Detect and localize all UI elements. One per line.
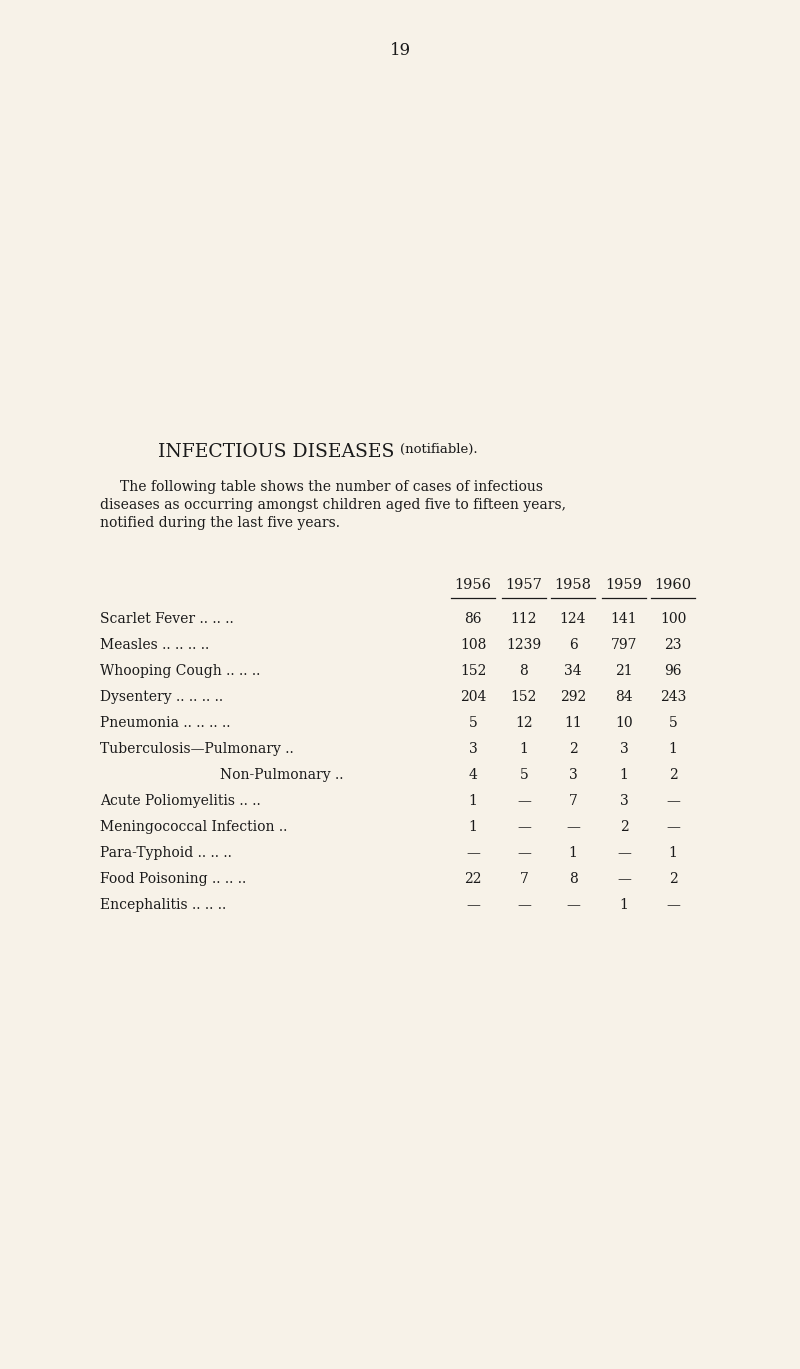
Text: 19: 19	[390, 42, 410, 59]
Text: —: —	[566, 820, 580, 834]
Text: 292: 292	[560, 690, 586, 704]
Text: Non-Pulmonary ..: Non-Pulmonary ..	[220, 768, 343, 782]
Text: —: —	[517, 846, 531, 860]
Text: Whooping Cough .. .. ..: Whooping Cough .. .. ..	[100, 664, 260, 678]
Text: 8: 8	[520, 664, 528, 678]
Text: 100: 100	[660, 612, 686, 626]
Text: 2: 2	[620, 820, 628, 834]
Text: 124: 124	[560, 612, 586, 626]
Text: 112: 112	[510, 612, 538, 626]
Text: 5: 5	[469, 716, 478, 730]
Text: 2: 2	[669, 768, 678, 782]
Text: 1: 1	[619, 898, 629, 912]
Text: 2: 2	[669, 872, 678, 886]
Text: 34: 34	[564, 664, 582, 678]
Text: 5: 5	[520, 768, 528, 782]
Text: 108: 108	[460, 638, 486, 652]
Text: 1960: 1960	[654, 578, 691, 591]
Text: 1: 1	[619, 768, 629, 782]
Text: INFECTIOUS DISEASES: INFECTIOUS DISEASES	[158, 444, 400, 461]
Text: 21: 21	[615, 664, 633, 678]
Text: 3: 3	[569, 768, 578, 782]
Text: Dysentery .. .. .. ..: Dysentery .. .. .. ..	[100, 690, 223, 704]
Text: —: —	[517, 820, 531, 834]
Text: 1959: 1959	[606, 578, 642, 591]
Text: 141: 141	[610, 612, 638, 626]
Text: The following table shows the number of cases of infectious: The following table shows the number of …	[120, 481, 543, 494]
Text: 1956: 1956	[454, 578, 491, 591]
Text: 1: 1	[519, 742, 529, 756]
Text: Scarlet Fever .. .. ..: Scarlet Fever .. .. ..	[100, 612, 234, 626]
Text: —: —	[666, 794, 680, 808]
Text: 152: 152	[511, 690, 537, 704]
Text: 243: 243	[660, 690, 686, 704]
Text: 3: 3	[620, 742, 628, 756]
Text: —: —	[466, 898, 480, 912]
Text: —: —	[666, 898, 680, 912]
Text: —: —	[666, 820, 680, 834]
Text: 86: 86	[464, 612, 482, 626]
Text: 3: 3	[620, 794, 628, 808]
Text: 8: 8	[569, 872, 578, 886]
Text: 1: 1	[469, 794, 478, 808]
Text: 4: 4	[469, 768, 478, 782]
Text: (notifiable).: (notifiable).	[400, 444, 478, 456]
Text: 10: 10	[615, 716, 633, 730]
Text: 1: 1	[669, 846, 678, 860]
Text: 23: 23	[664, 638, 682, 652]
Text: Acute Poliomyelitis .. ..: Acute Poliomyelitis .. ..	[100, 794, 261, 808]
Text: —: —	[617, 872, 631, 886]
Text: 22: 22	[464, 872, 482, 886]
Text: 152: 152	[460, 664, 486, 678]
Text: 6: 6	[569, 638, 578, 652]
Text: —: —	[566, 898, 580, 912]
Text: notified during the last five years.: notified during the last five years.	[100, 516, 340, 530]
Text: 204: 204	[460, 690, 486, 704]
Text: Tuberculosis—Pulmonary ..: Tuberculosis—Pulmonary ..	[100, 742, 294, 756]
Text: 2: 2	[569, 742, 578, 756]
Text: —: —	[517, 794, 531, 808]
Text: 5: 5	[669, 716, 678, 730]
Text: 1958: 1958	[554, 578, 591, 591]
Text: 1: 1	[669, 742, 678, 756]
Text: 1: 1	[469, 820, 478, 834]
Text: 1: 1	[569, 846, 578, 860]
Text: 96: 96	[664, 664, 682, 678]
Text: 7: 7	[519, 872, 529, 886]
Text: 1239: 1239	[506, 638, 542, 652]
Text: diseases as occurring amongst children aged five to fifteen years,: diseases as occurring amongst children a…	[100, 498, 566, 512]
Text: —: —	[617, 846, 631, 860]
Text: Pneumonia .. .. .. ..: Pneumonia .. .. .. ..	[100, 716, 230, 730]
Text: —: —	[466, 846, 480, 860]
Text: 11: 11	[564, 716, 582, 730]
Text: Para-Typhoid .. .. ..: Para-Typhoid .. .. ..	[100, 846, 232, 860]
Text: Food Poisoning .. .. ..: Food Poisoning .. .. ..	[100, 872, 246, 886]
Text: Meningococcal Infection ..: Meningococcal Infection ..	[100, 820, 287, 834]
Text: Measles .. .. .. ..: Measles .. .. .. ..	[100, 638, 210, 652]
Text: 12: 12	[515, 716, 533, 730]
Text: 3: 3	[469, 742, 478, 756]
Text: Encephalitis .. .. ..: Encephalitis .. .. ..	[100, 898, 226, 912]
Text: 797: 797	[610, 638, 638, 652]
Text: 7: 7	[569, 794, 578, 808]
Text: 84: 84	[615, 690, 633, 704]
Text: 1957: 1957	[506, 578, 542, 591]
Text: —: —	[517, 898, 531, 912]
